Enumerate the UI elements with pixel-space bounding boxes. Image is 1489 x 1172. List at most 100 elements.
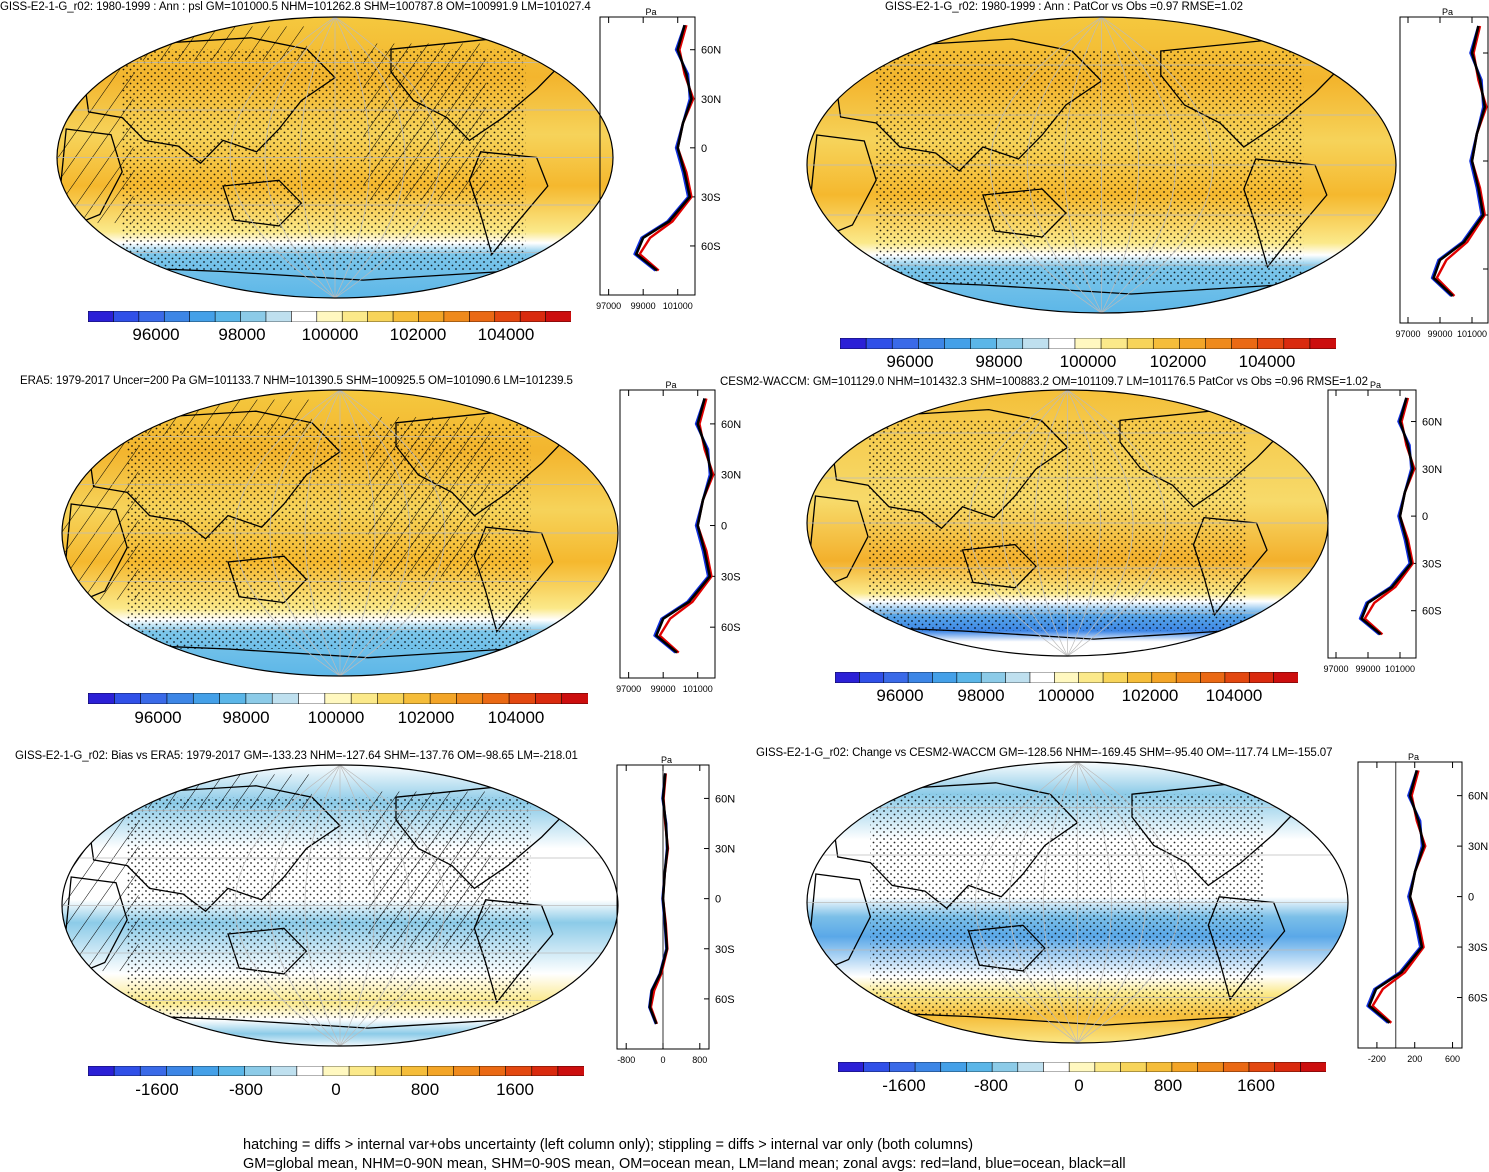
stippling: [868, 420, 1246, 631]
hatching: [144, 399, 312, 435]
zonal-frame: [619, 389, 716, 679]
colorbar-swatch: [324, 693, 352, 704]
cbar6-label: -1600: [882, 1076, 926, 1095]
colorbar-swatch: [1068, 1062, 1096, 1072]
colorbar-swatch: [482, 693, 510, 704]
colorbar-swatch: [1151, 672, 1177, 683]
coastline: [1272, 770, 1319, 801]
gridline: [1067, 390, 1134, 656]
cbar4-label: 102000: [1121, 686, 1179, 705]
hatching: [363, 43, 487, 201]
colorbar-panel-6: [838, 1062, 1326, 1072]
gridline: [234, 390, 341, 676]
colorbar-swatch: [192, 1066, 220, 1076]
colorbar-swatch: [1205, 338, 1233, 349]
gridline: [264, 17, 336, 298]
panel-3-title: ERA5: 1979-2017 Uncer=200 Pa GM=101133.7…: [20, 375, 573, 387]
colorbar-swatch: [1145, 1062, 1173, 1072]
colorbar-swatch: [1197, 1062, 1224, 1072]
colorbar-swatch: [1309, 338, 1336, 349]
colorbar-swatch: [891, 338, 919, 349]
zonal-lat-label: 0: [721, 521, 727, 533]
colorbar-panel-4: [835, 672, 1298, 683]
colorbar-swatch: [561, 693, 588, 704]
gridline: [334, 17, 371, 298]
zonal-unit: Pa: [1408, 752, 1419, 762]
gridline: [334, 17, 406, 298]
colorbar-swatch: [519, 311, 547, 322]
coastline: [540, 773, 588, 804]
map-panel-2: [806, 16, 1397, 314]
gridline: [1101, 17, 1214, 313]
zonal-lat-label: 60N: [1422, 417, 1442, 429]
zonal-unit: Pa: [1442, 7, 1453, 17]
map-panel-4: [806, 389, 1329, 657]
colorbar-swatch: [456, 693, 484, 704]
colorbar-swatch: [531, 1066, 559, 1076]
zonal-x-label: -200: [1368, 1054, 1386, 1064]
colorbar-swatch: [1100, 338, 1128, 349]
colorbar-swatch: [918, 338, 946, 349]
colorbar-swatch: [859, 672, 885, 683]
zonal-x-label: 99000: [651, 684, 676, 694]
colorbar-swatch: [1029, 672, 1055, 683]
colorbar-swatch: [348, 1066, 376, 1076]
colorbar-swatch: [1152, 338, 1180, 349]
colorbar-swatch: [557, 1066, 584, 1076]
zonal-x-label: 200: [1407, 1054, 1422, 1064]
zonal-unit: Pa: [1370, 380, 1381, 390]
colorbar-swatch: [1043, 1062, 1070, 1072]
colorbar-swatch: [140, 693, 168, 704]
colorbar-swatch: [350, 693, 379, 704]
colorbar-swatch: [88, 1066, 115, 1076]
map-border: [61, 389, 619, 677]
colorbar-panel-2: [840, 338, 1336, 349]
colorbar-swatch: [505, 1066, 533, 1076]
zonal-lat-label: 0: [1422, 511, 1428, 523]
stippling: [876, 51, 1304, 285]
colorbar-swatch: [377, 693, 405, 704]
colorbar-swatch: [991, 1062, 1019, 1072]
zonal-lat-label: 60S: [1468, 993, 1488, 1005]
colorbar-swatch: [835, 672, 860, 683]
cbar4-label: 96000: [876, 686, 924, 705]
coastline: [535, 25, 583, 56]
hatching: [57, 66, 134, 224]
cbar4-label: 104000: [1205, 686, 1263, 705]
colorbar-swatch: [1257, 338, 1285, 349]
gridline: [968, 390, 1068, 656]
gridline: [1077, 762, 1180, 1043]
colorbar-swatch: [166, 693, 194, 704]
cbar3-label: 96000: [134, 708, 182, 727]
cbar2-label: 102000: [1149, 352, 1207, 371]
colorbar-swatch: [970, 338, 998, 349]
colorbar-swatch: [914, 1062, 942, 1072]
map-border: [61, 764, 619, 1047]
colorbar-swatch: [265, 311, 292, 322]
stippling: [870, 794, 1263, 1017]
zonal-lat-label: 60N: [1468, 791, 1488, 803]
colorbar-swatch: [374, 1066, 402, 1076]
cbar3-label: 100000: [307, 708, 365, 727]
zonal-all-line: [648, 773, 669, 1025]
colorbar-swatch: [966, 1062, 993, 1072]
zonal-frame: [1357, 761, 1463, 1049]
zonal-x-label: 97000: [1395, 329, 1420, 339]
zonal-lat-label: 0: [715, 894, 721, 906]
zonal-lat-label: 30S: [1468, 942, 1488, 954]
colorbar-swatch: [114, 693, 142, 704]
colorbar-swatch: [139, 1066, 167, 1076]
colorbar-swatch: [291, 311, 318, 322]
colorbar-swatch: [189, 311, 216, 322]
colorbar-swatch: [1126, 338, 1154, 349]
colorbar-swatch: [1094, 1062, 1122, 1072]
cbar1-label: 100000: [301, 325, 359, 344]
cbar3-label: 104000: [487, 708, 545, 727]
zonal-x-label: 800: [692, 1055, 707, 1065]
colorbar-swatch: [1248, 1062, 1276, 1072]
colorbar-swatch: [270, 1066, 298, 1076]
zonal-x-label: 97000: [596, 301, 621, 311]
zonal-all-line: [634, 24, 693, 272]
zonal-x-label: 101000: [1457, 329, 1487, 339]
zonal-x-label: 101000: [1385, 664, 1415, 674]
